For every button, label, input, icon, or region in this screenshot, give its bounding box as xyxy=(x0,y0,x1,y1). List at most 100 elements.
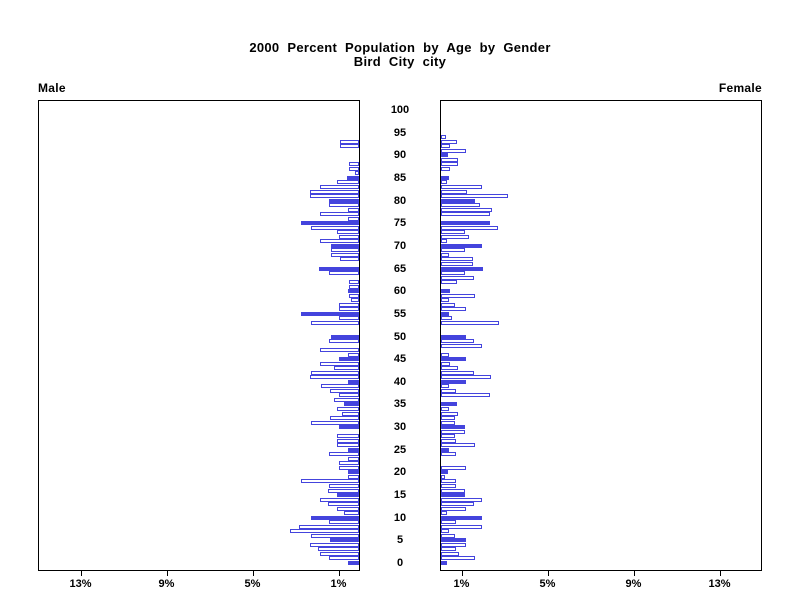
male-bar-age-24 xyxy=(329,452,359,457)
male-bar-age-55 xyxy=(301,311,359,316)
female-bar-age-16 xyxy=(441,488,465,493)
female-bar-age-41 xyxy=(441,375,491,380)
male-bar-age-14 xyxy=(320,497,359,502)
age-label-15: 15 xyxy=(393,489,407,502)
female-bar-age-1 xyxy=(441,556,475,561)
male-bar-age-80 xyxy=(329,198,359,203)
female-bar-age-53 xyxy=(441,320,499,325)
female-bar-age-57 xyxy=(441,302,455,307)
percent-tick xyxy=(166,570,168,576)
male-bar-age-30 xyxy=(339,425,359,430)
male-bar-age-31 xyxy=(311,420,359,425)
age-label-100: 100 xyxy=(390,104,410,116)
percent-tick xyxy=(338,570,340,576)
male-bar-age-38 xyxy=(330,388,359,393)
female-bar-age-28 xyxy=(441,434,455,439)
male-bar-age-53 xyxy=(311,320,359,325)
female-bar-age-14 xyxy=(441,497,482,502)
male-bar-age-87 xyxy=(349,166,359,171)
male-bar-age-8 xyxy=(299,524,359,529)
male-bar-age-88 xyxy=(349,162,359,167)
age-label-80: 80 xyxy=(393,194,407,207)
percent-tick xyxy=(461,570,463,576)
male-bar-age-60 xyxy=(348,289,359,294)
female-bar-age-93 xyxy=(441,139,457,144)
male-bar-age-12 xyxy=(337,506,359,511)
male-bar-age-86 xyxy=(355,171,359,176)
female-bar-age-87 xyxy=(441,166,450,171)
female-bar-age-74 xyxy=(441,225,498,230)
female-bar-age-39 xyxy=(441,384,449,389)
female-bar-age-56 xyxy=(441,307,466,312)
male-bar-age-1 xyxy=(329,556,359,561)
female-bar-age-24 xyxy=(441,452,456,457)
age-label-90: 90 xyxy=(393,149,407,162)
male-bar-age-47 xyxy=(320,348,359,353)
female-bar-age-48 xyxy=(441,343,482,348)
male-bar-age-45 xyxy=(339,357,359,362)
male-bar-age-57 xyxy=(339,302,359,307)
male-bar-age-84 xyxy=(337,180,359,185)
female-bar-age-44 xyxy=(441,361,450,366)
male-bar-age-41 xyxy=(310,375,359,380)
female-bar-age-17 xyxy=(441,483,456,488)
male-bar-age-16 xyxy=(328,488,359,493)
male-bar-age-78 xyxy=(348,207,359,212)
male-bar-age-42 xyxy=(311,370,359,375)
female-bar-age-79 xyxy=(441,203,480,208)
male-bar-age-26 xyxy=(337,443,359,448)
female-bar-age-13 xyxy=(441,502,474,507)
female-bar-age-31 xyxy=(441,420,455,425)
chart-title-line2: Bird City city xyxy=(353,54,447,69)
female-bar-age-11 xyxy=(441,511,447,516)
male-bar-age-70 xyxy=(331,243,359,248)
age-label-45: 45 xyxy=(393,353,407,366)
female-bar-age-25 xyxy=(441,447,449,452)
male-bar-age-77 xyxy=(320,212,359,217)
male-bar-age-73 xyxy=(337,230,359,235)
female-bar-age-3 xyxy=(441,547,456,552)
female-bar-age-60 xyxy=(441,289,450,294)
male-bar-age-0 xyxy=(348,561,359,565)
male-bar-age-17 xyxy=(329,483,359,488)
percent-tick-label: 13% xyxy=(69,578,92,590)
female-bar-age-77 xyxy=(441,212,490,217)
age-label-65: 65 xyxy=(393,262,407,275)
male-bar-age-3 xyxy=(318,547,359,552)
female-bar-age-84 xyxy=(441,180,447,185)
male-bar-age-20 xyxy=(348,470,359,475)
male-bar-age-72 xyxy=(339,234,359,239)
female-bar-age-82 xyxy=(441,189,467,194)
female-bar-age-29 xyxy=(441,429,465,434)
male-bar-age-37 xyxy=(339,393,359,398)
male-bar-age-92 xyxy=(340,144,359,149)
male-bar-age-49 xyxy=(329,339,359,344)
male-bar-age-44 xyxy=(320,361,359,366)
female-bar-age-15 xyxy=(441,493,465,498)
male-bar-age-56 xyxy=(339,307,359,312)
male-bar-age-46 xyxy=(348,352,359,357)
age-label-25: 25 xyxy=(393,443,407,456)
age-label-40: 40 xyxy=(393,375,407,388)
female-bar-age-75 xyxy=(441,221,490,226)
male-bar-age-33 xyxy=(342,411,359,416)
male-bar-age-65 xyxy=(319,266,359,271)
female-bar-age-18 xyxy=(441,479,456,484)
male-bar-age-32 xyxy=(330,416,359,421)
male-bar-age-25 xyxy=(348,447,359,452)
female-bar-age-35 xyxy=(441,402,457,407)
female-bar-age-66 xyxy=(441,262,473,267)
male-bar-age-28 xyxy=(337,434,359,439)
male-bar-age-22 xyxy=(339,461,359,466)
male-bar-age-10 xyxy=(311,515,359,520)
percent-tick-label: 9% xyxy=(158,578,175,590)
female-bar-age-54 xyxy=(441,316,452,321)
male-bar-age-64 xyxy=(329,271,359,276)
male-bar-age-15 xyxy=(337,493,359,498)
percent-tick-label: 5% xyxy=(244,578,261,590)
female-bar-age-71 xyxy=(441,239,447,244)
male-bar-age-83 xyxy=(320,185,359,189)
age-label-5: 5 xyxy=(396,534,404,547)
female-bar-age-55 xyxy=(441,311,449,316)
